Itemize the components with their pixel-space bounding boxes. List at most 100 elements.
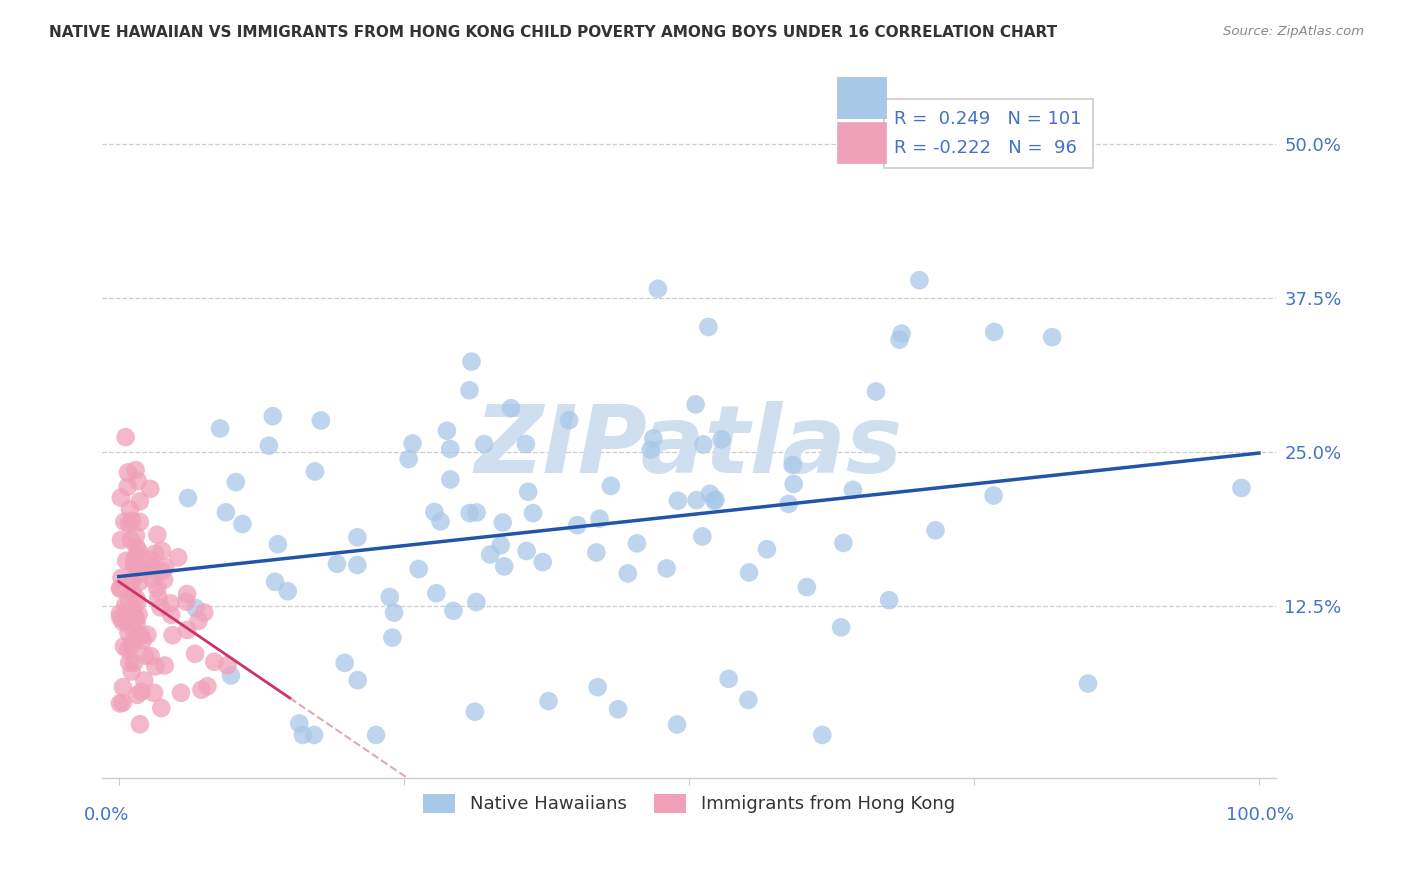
Point	[515, 437, 537, 451]
Point	[499, 401, 522, 416]
Point	[288, 716, 311, 731]
Point	[139, 482, 162, 496]
Point	[111, 615, 134, 629]
Point	[517, 484, 540, 499]
Point	[170, 686, 193, 700]
Point	[139, 649, 162, 664]
Point	[717, 672, 740, 686]
Point	[110, 571, 132, 585]
Point	[118, 516, 141, 531]
Point	[153, 573, 176, 587]
Point	[121, 584, 143, 599]
Point	[865, 384, 887, 399]
Point	[117, 480, 139, 494]
Point	[129, 628, 152, 642]
Point	[125, 612, 148, 626]
Point	[465, 595, 488, 609]
Point	[830, 620, 852, 634]
Point	[150, 701, 173, 715]
Point	[187, 614, 209, 628]
Point	[1230, 481, 1253, 495]
Point	[145, 659, 167, 673]
Point	[215, 505, 238, 519]
Point	[202, 655, 225, 669]
Point	[326, 557, 349, 571]
Point	[647, 282, 669, 296]
Point	[108, 697, 131, 711]
Point	[458, 506, 481, 520]
Text: NATIVE HAWAIIAN VS IMMIGRANTS FROM HONG KONG CHILD POVERTY AMONG BOYS UNDER 16 C: NATIVE HAWAIIAN VS IMMIGRANTS FROM HONG …	[49, 25, 1057, 40]
Point	[134, 648, 156, 663]
Point	[381, 631, 404, 645]
Point	[465, 506, 488, 520]
Point	[704, 492, 727, 507]
Point	[118, 594, 141, 608]
Point	[262, 409, 284, 424]
Point	[516, 544, 538, 558]
Point	[141, 559, 163, 574]
Point	[924, 524, 946, 538]
Point	[117, 466, 139, 480]
Point	[125, 463, 148, 477]
Point	[585, 545, 607, 559]
Point	[666, 493, 689, 508]
Point	[174, 595, 197, 609]
Point	[127, 567, 149, 582]
Point	[617, 566, 640, 581]
Point	[176, 623, 198, 637]
Point	[110, 611, 132, 625]
Point	[125, 688, 148, 702]
Point	[304, 465, 326, 479]
Point	[153, 658, 176, 673]
Point	[153, 560, 176, 574]
Point	[479, 548, 502, 562]
Point	[114, 430, 136, 444]
FancyBboxPatch shape	[837, 122, 886, 163]
Point	[132, 633, 155, 648]
Point	[118, 610, 141, 624]
Point	[492, 516, 515, 530]
Point	[108, 582, 131, 596]
Point	[122, 656, 145, 670]
Legend: Native Hawaiians, Immigrants from Hong Kong: Native Hawaiians, Immigrants from Hong K…	[416, 787, 962, 821]
Point	[666, 717, 689, 731]
Point	[142, 572, 165, 586]
Point	[110, 491, 132, 505]
Point	[184, 647, 207, 661]
Point	[143, 686, 166, 700]
Point	[111, 696, 134, 710]
Point	[983, 489, 1005, 503]
Point	[1077, 676, 1099, 690]
Text: ZIPatlas: ZIPatlas	[475, 401, 903, 493]
Point	[128, 543, 150, 558]
Point	[782, 458, 804, 472]
Point	[558, 413, 581, 427]
Point	[983, 325, 1005, 339]
Point	[127, 549, 149, 564]
Point	[460, 354, 482, 368]
Point	[346, 558, 368, 572]
Point	[302, 728, 325, 742]
Point	[710, 433, 733, 447]
Point	[110, 581, 132, 595]
Point	[778, 497, 800, 511]
Point	[121, 514, 143, 528]
Point	[832, 536, 855, 550]
Point	[131, 684, 153, 698]
Point	[425, 586, 447, 600]
Point	[522, 506, 544, 520]
Point	[134, 673, 156, 688]
Point	[146, 528, 169, 542]
Point	[114, 598, 136, 612]
Point	[125, 541, 148, 555]
Point	[125, 528, 148, 542]
Point	[112, 515, 135, 529]
Point	[117, 625, 139, 640]
Point	[439, 473, 461, 487]
Point	[346, 673, 368, 688]
Text: Source: ZipAtlas.com: Source: ZipAtlas.com	[1223, 25, 1364, 38]
Point	[124, 609, 146, 624]
Point	[267, 537, 290, 551]
Point	[129, 717, 152, 731]
Point	[128, 574, 150, 589]
